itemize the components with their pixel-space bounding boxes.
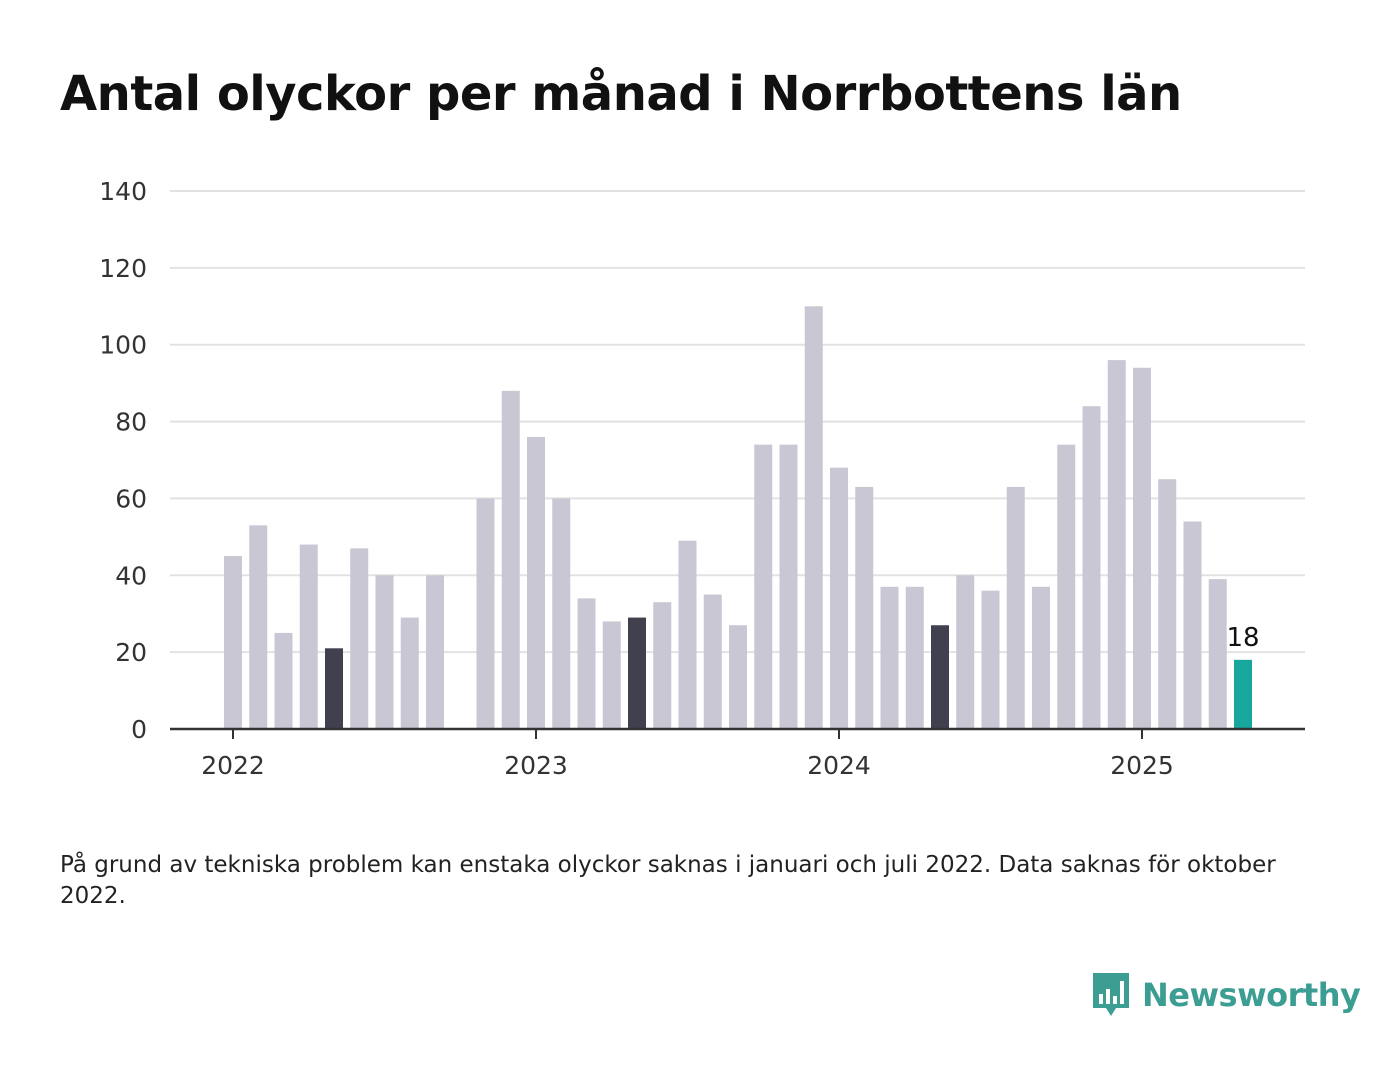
bar-2022-07: [375, 575, 394, 729]
x-tick-label: 2022: [201, 751, 265, 780]
brand-logo: Newsworthy: [1090, 970, 1361, 1020]
bar-2024-12: [1107, 360, 1126, 729]
bar-2025-04: [1208, 579, 1227, 729]
bar-2024-10: [1057, 444, 1076, 729]
bar-2022-09: [426, 575, 444, 729]
y-tick-label: 40: [115, 561, 147, 590]
x-tick-label: 2023: [504, 751, 568, 780]
bar-2022-05: [325, 648, 343, 729]
bar-2023-07: [678, 540, 697, 729]
bar-2024-06: [956, 575, 975, 729]
y-tick-label: 100: [99, 331, 147, 360]
bar-2025-05: [1234, 659, 1252, 729]
y-tick-label: 20: [115, 638, 147, 667]
bar-2024-09: [1032, 586, 1050, 729]
bar-2023-09: [729, 625, 747, 729]
bar-2023-08: [703, 594, 722, 729]
bar-2023-12: [804, 306, 823, 729]
bar-2023-06: [653, 602, 672, 729]
bar-2023-10: [754, 444, 773, 729]
axes: 0 20 40 60 80 100 120 140 2022 2023 2024 2025: [99, 177, 1305, 780]
bar-2025-01: [1133, 367, 1151, 729]
bar-2025-02: [1158, 479, 1177, 729]
bar-2024-05: [931, 625, 949, 729]
y-tick-label: 60: [115, 484, 147, 513]
bar-2022-01: [224, 556, 242, 729]
bar-2022-12: [501, 390, 520, 729]
data-labels: 18: [1224, 620, 1262, 655]
y-tick-label: 140: [99, 177, 147, 206]
x-tick-label: 2024: [807, 751, 871, 780]
bar-2023-01: [527, 436, 545, 729]
bar-2022-04: [299, 544, 318, 729]
bar-2023-11: [779, 444, 798, 729]
bar-2023-05: [628, 617, 646, 729]
footnote: På grund av tekniska problem kan enstaka…: [60, 852, 1276, 909]
bar-2023-04: [602, 621, 621, 729]
newsworthy-logo-icon: [1093, 973, 1129, 1016]
bar-2022-06: [350, 548, 369, 729]
bar-2022-11: [476, 498, 495, 729]
bar-2022-03: [274, 632, 293, 729]
y-tick-label: 0: [131, 715, 147, 744]
bar-chart: 0 20 40 60 80 100 120 140 2022 2023 2024 2025 18: [99, 177, 1305, 780]
bar-2024-07: [981, 590, 1000, 729]
bar-2024-08: [1006, 486, 1025, 729]
bar-2022-02: [249, 525, 268, 729]
brand-name: Newsworthy: [1142, 976, 1361, 1014]
bar-2024-04: [905, 586, 924, 729]
bar-2024-02: [855, 486, 874, 729]
bar-2024-11: [1082, 406, 1101, 729]
data-label-2025-05: 18: [1226, 623, 1259, 653]
x-tick-label: 2025: [1110, 751, 1174, 780]
y-tick-label: 80: [115, 408, 147, 437]
chart-title: Antal olyckor per månad i Norrbottens lä…: [60, 66, 1182, 122]
bar-2023-03: [577, 598, 596, 729]
y-tick-label: 120: [99, 254, 147, 283]
bar-2022-08: [400, 617, 419, 729]
bar-2024-03: [880, 586, 899, 729]
bar-2023-02: [552, 498, 571, 729]
bar-2025-03: [1183, 521, 1202, 729]
bar-2024-01: [830, 467, 848, 729]
bars: [224, 306, 1252, 729]
